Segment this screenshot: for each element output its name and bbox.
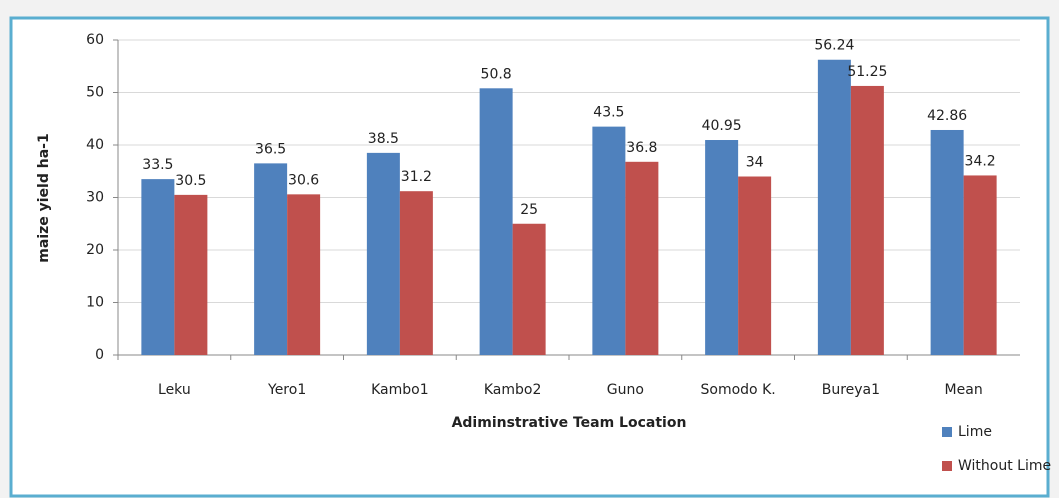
- data-label: 36.8: [626, 140, 657, 156]
- bar: [399, 191, 433, 355]
- x-tick-label: Kambo1: [371, 382, 429, 398]
- y-tick-label: 50: [86, 85, 104, 101]
- data-label: 33.5: [142, 157, 173, 173]
- bar: [850, 85, 884, 355]
- data-label: 25: [520, 202, 538, 218]
- legend-label: Lime: [958, 424, 992, 440]
- data-label: 43.5: [593, 105, 624, 121]
- legend-swatch: [942, 427, 952, 437]
- y-tick-label: 10: [86, 295, 104, 311]
- bar: [817, 59, 851, 356]
- data-label: 38.5: [368, 131, 399, 147]
- x-tick-label: Yero1: [267, 382, 306, 398]
- bar: [930, 129, 964, 355]
- x-tick-label: Guno: [607, 382, 644, 398]
- y-axis-title: maize yield ha-1: [36, 133, 52, 262]
- data-label: 34: [746, 155, 764, 171]
- bar: [512, 223, 546, 355]
- y-tick-label: 60: [86, 32, 104, 48]
- bar: [287, 194, 321, 355]
- x-tick-label: Leku: [158, 382, 191, 398]
- bar: [738, 176, 772, 355]
- data-label: 34.2: [965, 153, 996, 169]
- x-axis-title: Adiminstrative Team Location: [452, 415, 687, 431]
- bar: [705, 140, 739, 355]
- bar: [963, 175, 997, 355]
- y-tick-label: 0: [95, 347, 104, 363]
- bar: [141, 179, 175, 355]
- data-label: 56.24: [814, 38, 854, 54]
- data-label: 30.5: [175, 173, 206, 189]
- x-tick-label: Bureya1: [822, 382, 880, 398]
- legend-swatch: [942, 461, 952, 471]
- data-label: 30.6: [288, 172, 319, 188]
- bar: [174, 194, 208, 355]
- bar: [625, 161, 659, 355]
- bar: [592, 126, 626, 355]
- bar: [479, 88, 513, 356]
- y-tick-label: 20: [86, 242, 104, 258]
- data-label: 50.8: [481, 66, 512, 82]
- legend-label: Without Lime: [958, 458, 1051, 474]
- bar: [366, 152, 400, 355]
- data-label: 36.5: [255, 141, 286, 157]
- data-label: 40.95: [702, 118, 742, 134]
- x-tick-label: Mean: [945, 382, 983, 398]
- data-label: 42.86: [927, 108, 967, 124]
- x-tick-label: Somodo K.: [701, 382, 776, 398]
- data-label: 31.2: [401, 169, 432, 185]
- x-tick-label: Kambo2: [484, 382, 542, 398]
- y-tick-label: 30: [86, 190, 104, 206]
- data-label: 51.25: [847, 64, 887, 80]
- bar: [254, 163, 288, 355]
- y-tick-label: 40: [86, 137, 104, 153]
